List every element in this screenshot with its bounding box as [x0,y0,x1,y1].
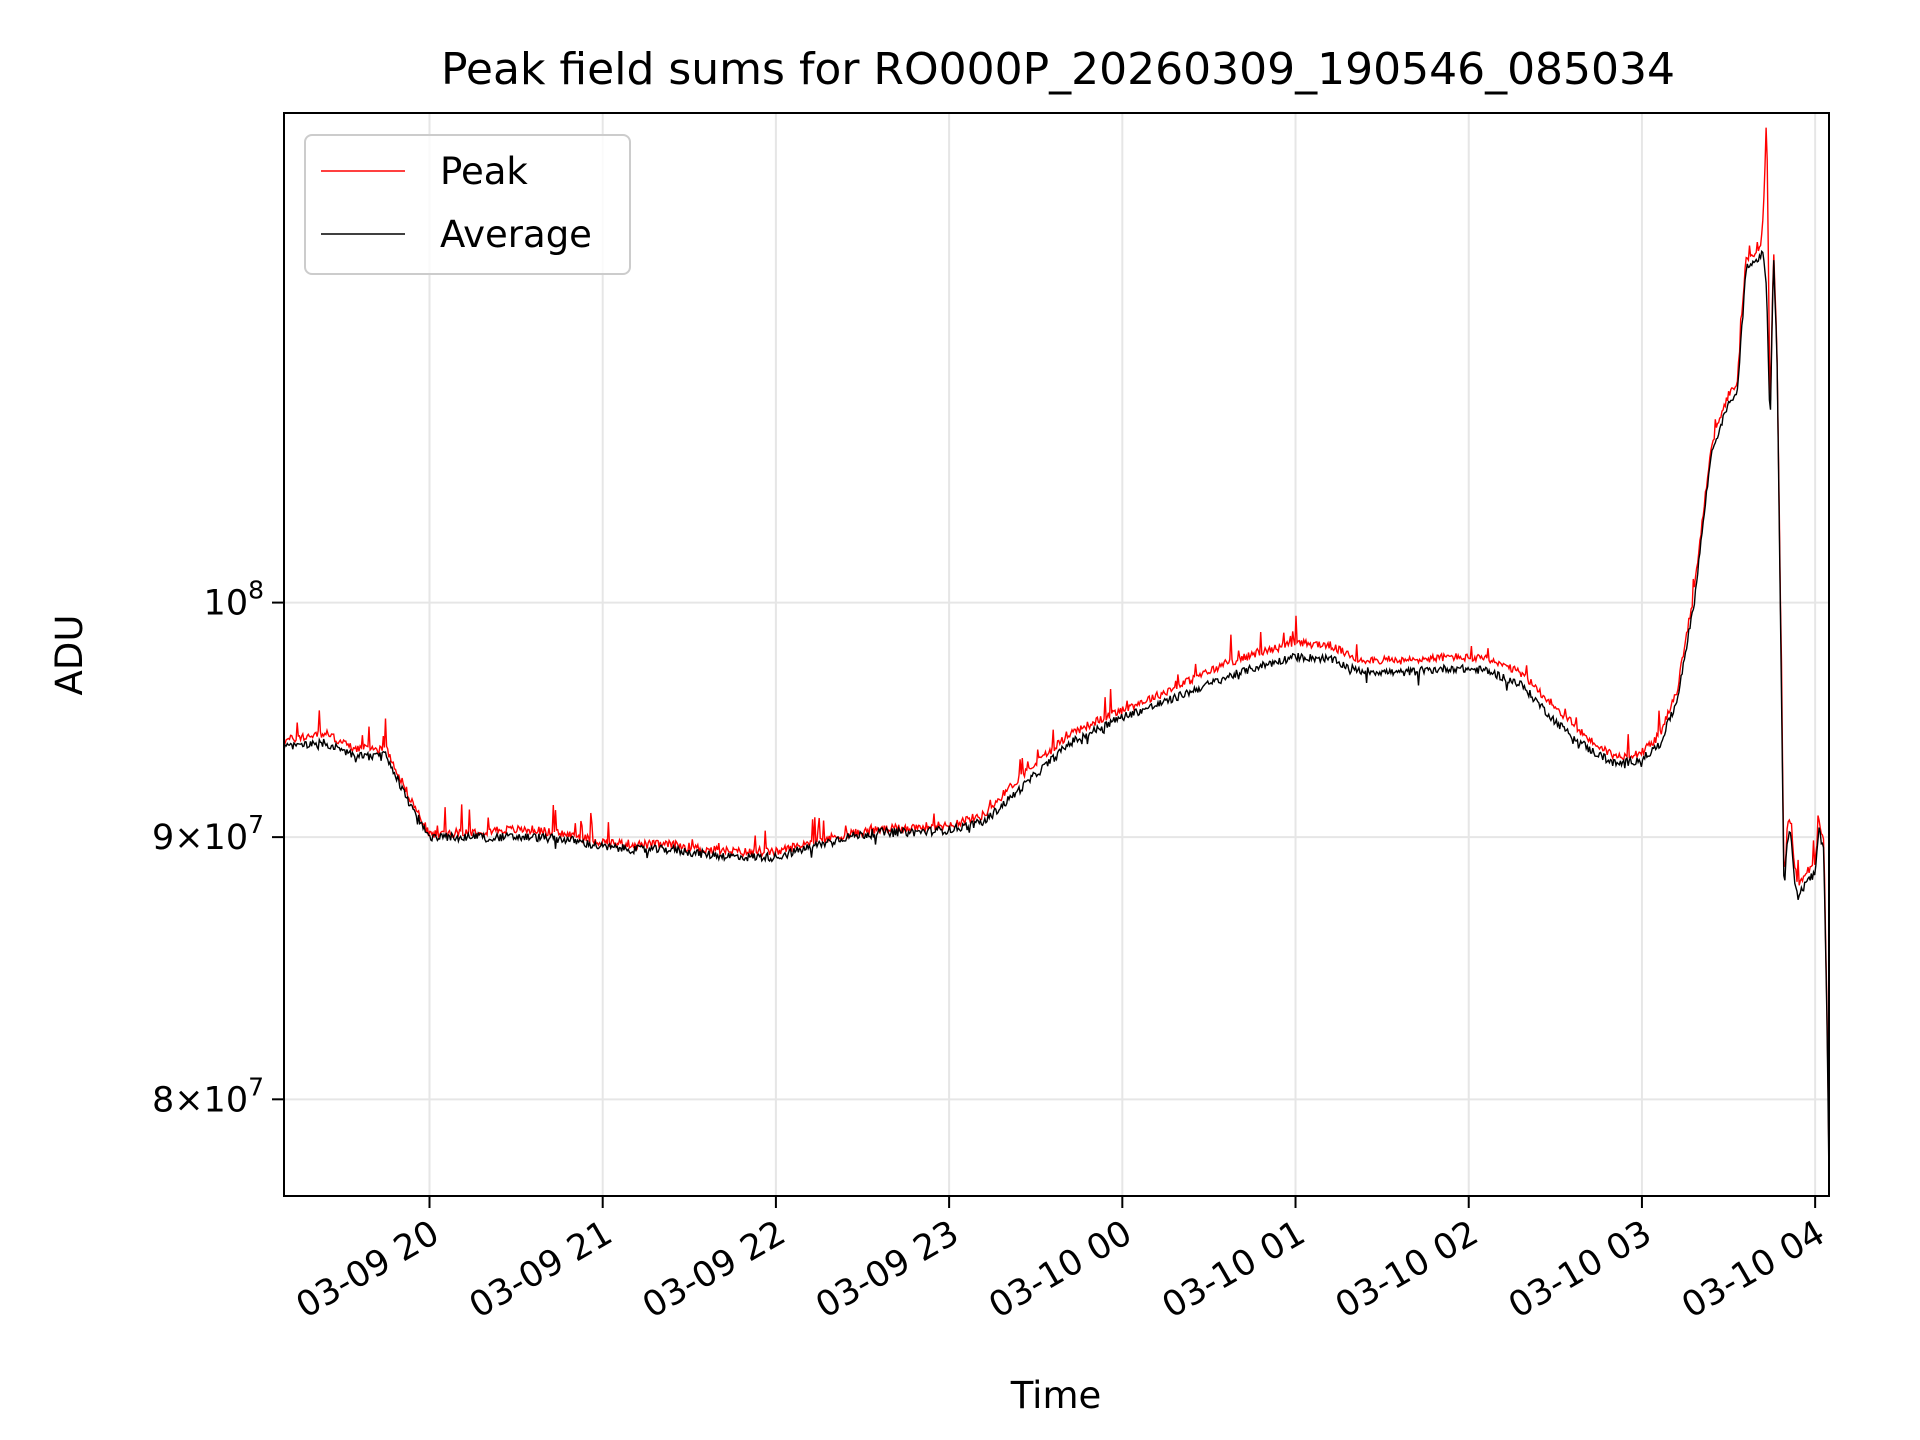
plot-frame [283,112,1830,1197]
series-layer [284,127,1829,1183]
legend-label-peak: Peak [440,150,528,193]
y-tick-label: 8×107 [152,1072,264,1120]
y-axis-label: ADU [48,615,91,696]
y-tick-label: 108 [204,576,264,624]
series-line-peak [284,127,1829,1163]
y-tick-label: 9×107 [152,810,264,858]
x-axis-label: Time [1010,1374,1102,1417]
chart-title: Peak field sums for RO000P_20260309_1905… [441,44,1675,95]
legend: Peak Average [304,134,631,275]
legend-box [304,134,631,275]
series-line-average [284,249,1829,1183]
legend-label-average: Average [440,213,592,256]
grid [284,113,1829,1196]
y-axis: 8×107 9×107 108 [152,576,284,1120]
